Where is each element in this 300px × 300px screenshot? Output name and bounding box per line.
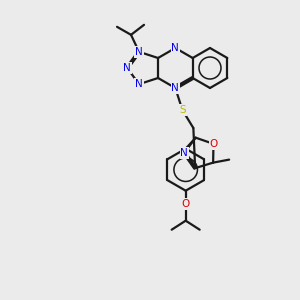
Text: N: N (172, 83, 179, 93)
Text: N: N (172, 43, 179, 53)
Text: S: S (179, 105, 186, 115)
Text: N: N (181, 148, 188, 158)
Text: O: O (182, 199, 190, 209)
Text: N: N (123, 63, 131, 73)
Text: O: O (209, 139, 217, 149)
Text: N: N (135, 79, 143, 89)
Text: N: N (135, 47, 143, 57)
